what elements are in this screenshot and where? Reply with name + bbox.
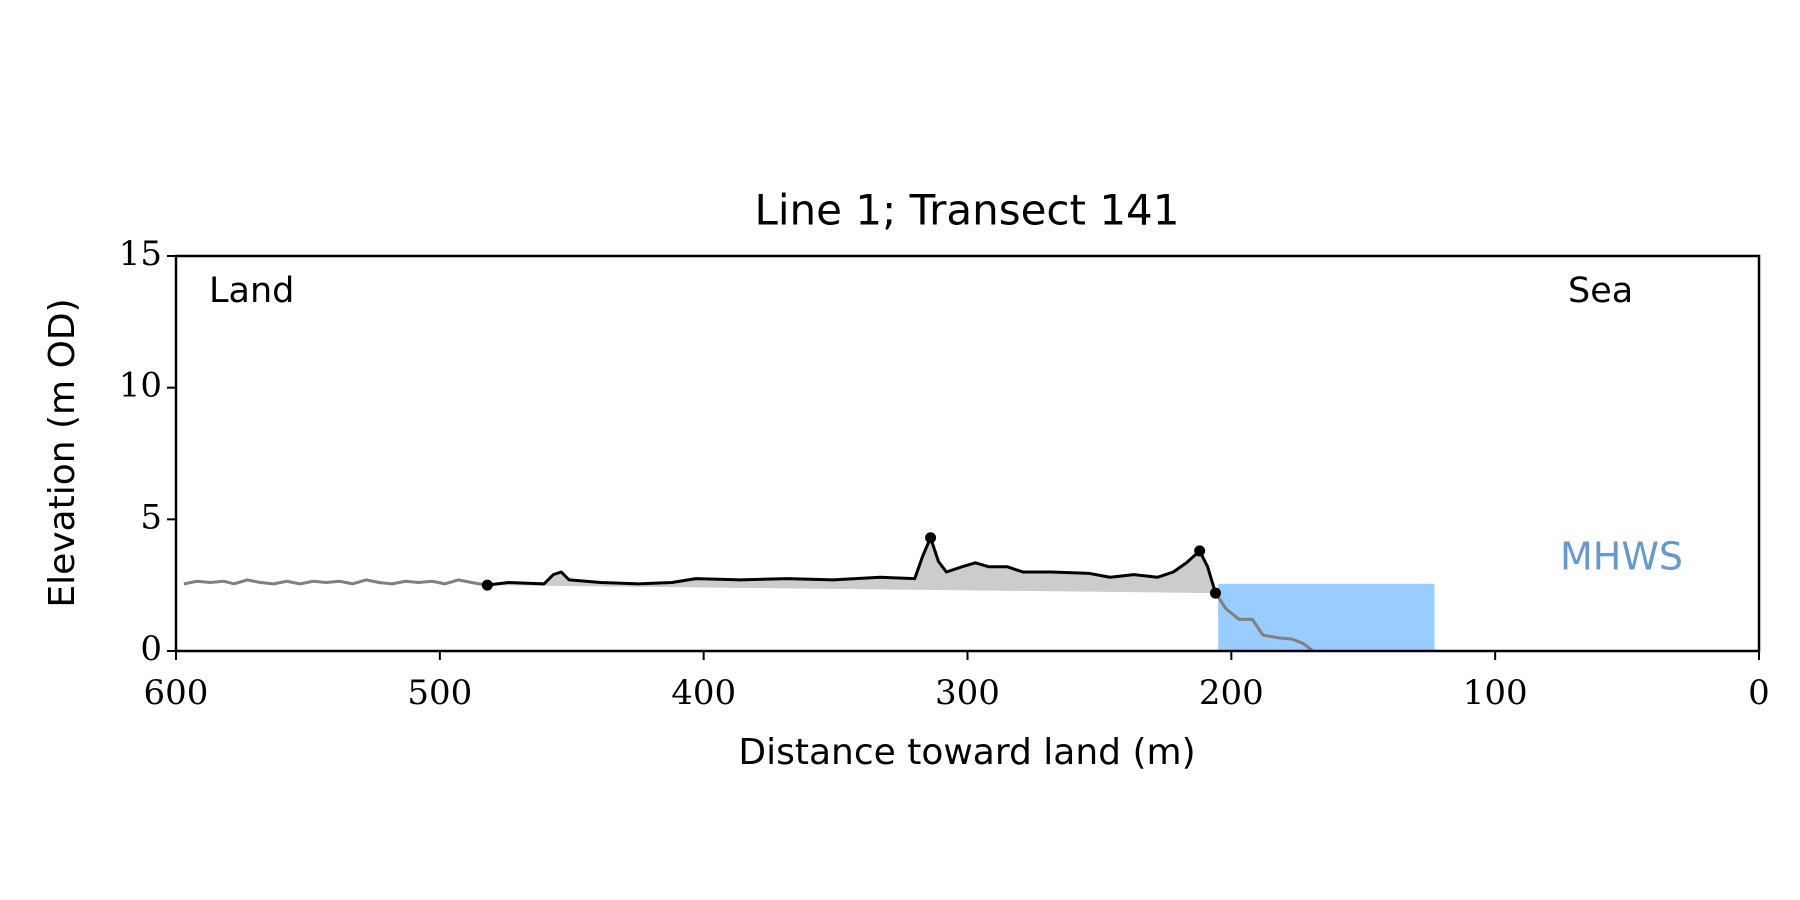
x-tick-label: 600 bbox=[144, 673, 209, 713]
y-tick-label: 0 bbox=[140, 629, 162, 669]
x-tick-label: 500 bbox=[407, 673, 472, 713]
y-axis-label: Elevation (m OD) bbox=[42, 298, 83, 607]
annotation: Sea bbox=[1568, 271, 1633, 311]
mhws-area bbox=[1218, 583, 1435, 651]
annotation: Land bbox=[209, 271, 294, 311]
chart-title: Line 1; Transect 141 bbox=[754, 186, 1179, 235]
marker bbox=[1210, 587, 1222, 599]
x-tick-label: 100 bbox=[1463, 673, 1528, 713]
x-tick-label: 200 bbox=[1199, 673, 1264, 713]
profile-line bbox=[183, 578, 1315, 653]
x-tick-label: 400 bbox=[671, 673, 736, 713]
marker bbox=[925, 532, 937, 544]
y-tick-label: 5 bbox=[140, 497, 162, 537]
marker bbox=[481, 579, 493, 591]
dune-fill bbox=[487, 537, 1216, 594]
x-tick-label: 300 bbox=[935, 673, 1000, 713]
marker bbox=[1194, 545, 1206, 557]
profile-line bbox=[487, 536, 1217, 594]
y-tick-label: 10 bbox=[119, 366, 162, 406]
plot-frame bbox=[174, 254, 1761, 653]
x-axis-label: Distance toward land (m) bbox=[738, 732, 1195, 773]
annotation: MHWS bbox=[1560, 535, 1683, 579]
x-tick-label: 0 bbox=[1748, 673, 1770, 713]
y-tick-label: 15 bbox=[119, 234, 162, 274]
